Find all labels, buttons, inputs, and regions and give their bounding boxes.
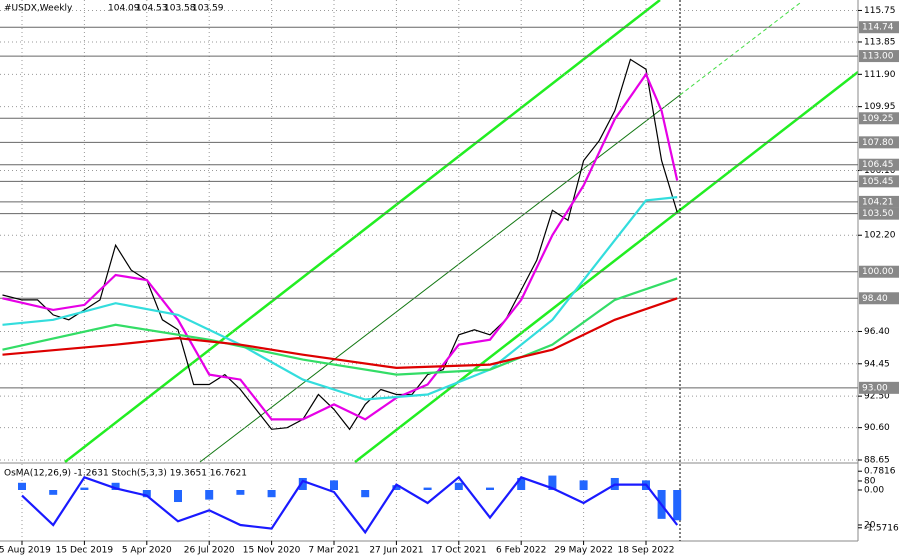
- y-tick-label: 115.75: [864, 6, 896, 16]
- ohlc-value: 103.59: [192, 4, 224, 14]
- osma-bar: [329, 480, 338, 490]
- level-label: 103.50: [862, 209, 894, 219]
- channel-extension: [679, 2, 801, 96]
- osma-bar: [49, 490, 58, 495]
- level-label: 113.00: [862, 52, 894, 62]
- y-tick-label: 92.50: [864, 392, 890, 402]
- y2-tick-label: 0.00: [864, 486, 884, 496]
- osma-bar: [267, 490, 276, 498]
- channel-line: [64, 0, 661, 463]
- y-tick-label: 96.40: [864, 327, 890, 337]
- level-label-box: [859, 195, 899, 208]
- y-tick-label: 102.20: [864, 231, 896, 241]
- y-tick-label: 80: [864, 476, 876, 486]
- panel-title: OsMA(12,26,9) -1.2631 Stoch(5,3,3) 19.36…: [4, 469, 247, 479]
- x-tick-label: 6 Feb 2022: [496, 546, 546, 556]
- y-tick-label: 113.85: [864, 37, 896, 47]
- y-tick-label: 111.90: [864, 70, 896, 80]
- x-tick-label: 5 Apr 2020: [122, 546, 172, 556]
- y2-tick-label: -1.5716: [864, 523, 899, 533]
- y2-tick-label: 0.7816: [864, 467, 896, 477]
- level-label: 106.45: [862, 160, 894, 170]
- ohlc-value: 103.58: [164, 4, 196, 14]
- level-label-box: [859, 292, 899, 305]
- level-label: 104.21: [862, 197, 894, 207]
- x-tick-label: 25 Aug 2019: [0, 546, 51, 556]
- series-line: [2, 58, 678, 431]
- channel-line: [199, 94, 681, 463]
- osma-bar: [361, 490, 370, 498]
- x-tick-label: 15 Nov 2020: [243, 546, 301, 556]
- level-label-box: [859, 265, 899, 278]
- y-tick-label: 106.10: [864, 166, 896, 176]
- ohlc-value: 104.09: [108, 4, 140, 14]
- x-tick-label: 26 Jul 2020: [184, 546, 235, 556]
- x-tick-label: 7 Mar 2021: [308, 546, 359, 556]
- x-tick-label: 17 Oct 2021: [431, 546, 487, 556]
- osma-bar: [485, 487, 494, 490]
- channel-line: [354, 71, 859, 463]
- osma-bar: [173, 490, 182, 503]
- osma-bar: [517, 477, 526, 490]
- x-tick-label: 27 Jun 2021: [369, 546, 423, 556]
- osma-bar: [205, 490, 214, 500]
- x-tick-label: 18 Sep 2022: [617, 546, 674, 556]
- level-label-box: [859, 381, 899, 394]
- osma-bar: [423, 487, 432, 490]
- level-label-box: [859, 175, 899, 188]
- osma-bar: [548, 475, 557, 490]
- osma-bar: [142, 490, 151, 498]
- level-label: 100.00: [862, 267, 894, 277]
- level-label-box: [859, 207, 899, 220]
- level-label-box: [859, 112, 899, 125]
- series-line: [21, 475, 679, 535]
- level-label: 114.74: [862, 23, 894, 33]
- osma-bar: [392, 485, 401, 490]
- trend-channels: [64, 0, 859, 463]
- ohlc-value: 104.53: [136, 4, 168, 14]
- level-label-box: [859, 136, 899, 149]
- osma-bar: [454, 482, 463, 490]
- osma-bar: [80, 487, 89, 490]
- y-tick-label: 88.65: [864, 456, 890, 466]
- series-line: [2, 72, 679, 421]
- level-label: 105.45: [862, 177, 894, 187]
- level-label: 107.80: [862, 138, 894, 148]
- y-tick-label: 20: [864, 520, 876, 530]
- panel-title: #USDX,Weekly: [4, 4, 73, 14]
- x-tick-label: 15 Dec 2019: [56, 546, 114, 556]
- level-label-box: [859, 50, 899, 63]
- osma-bar: [111, 482, 120, 490]
- osma-bar: [673, 490, 682, 521]
- y-tick-label: 94.45: [864, 359, 890, 369]
- osma-bar: [236, 490, 245, 495]
- osma-bar: [298, 477, 307, 490]
- x-tick-label: 29 May 2022: [554, 546, 613, 556]
- osma-bar: [17, 482, 26, 490]
- series-line: [2, 277, 678, 376]
- series-line: [2, 196, 678, 401]
- level-label: 98.40: [862, 294, 888, 304]
- level-label: 93.00: [862, 383, 888, 393]
- osma-bar: [579, 480, 588, 490]
- series-line: [2, 297, 678, 370]
- y-tick-label: 109.95: [864, 102, 896, 112]
- level-label-box: [859, 158, 899, 171]
- y-tick-label: 90.60: [864, 423, 890, 433]
- level-label-box: [859, 21, 899, 34]
- level-label: 109.25: [862, 114, 894, 124]
